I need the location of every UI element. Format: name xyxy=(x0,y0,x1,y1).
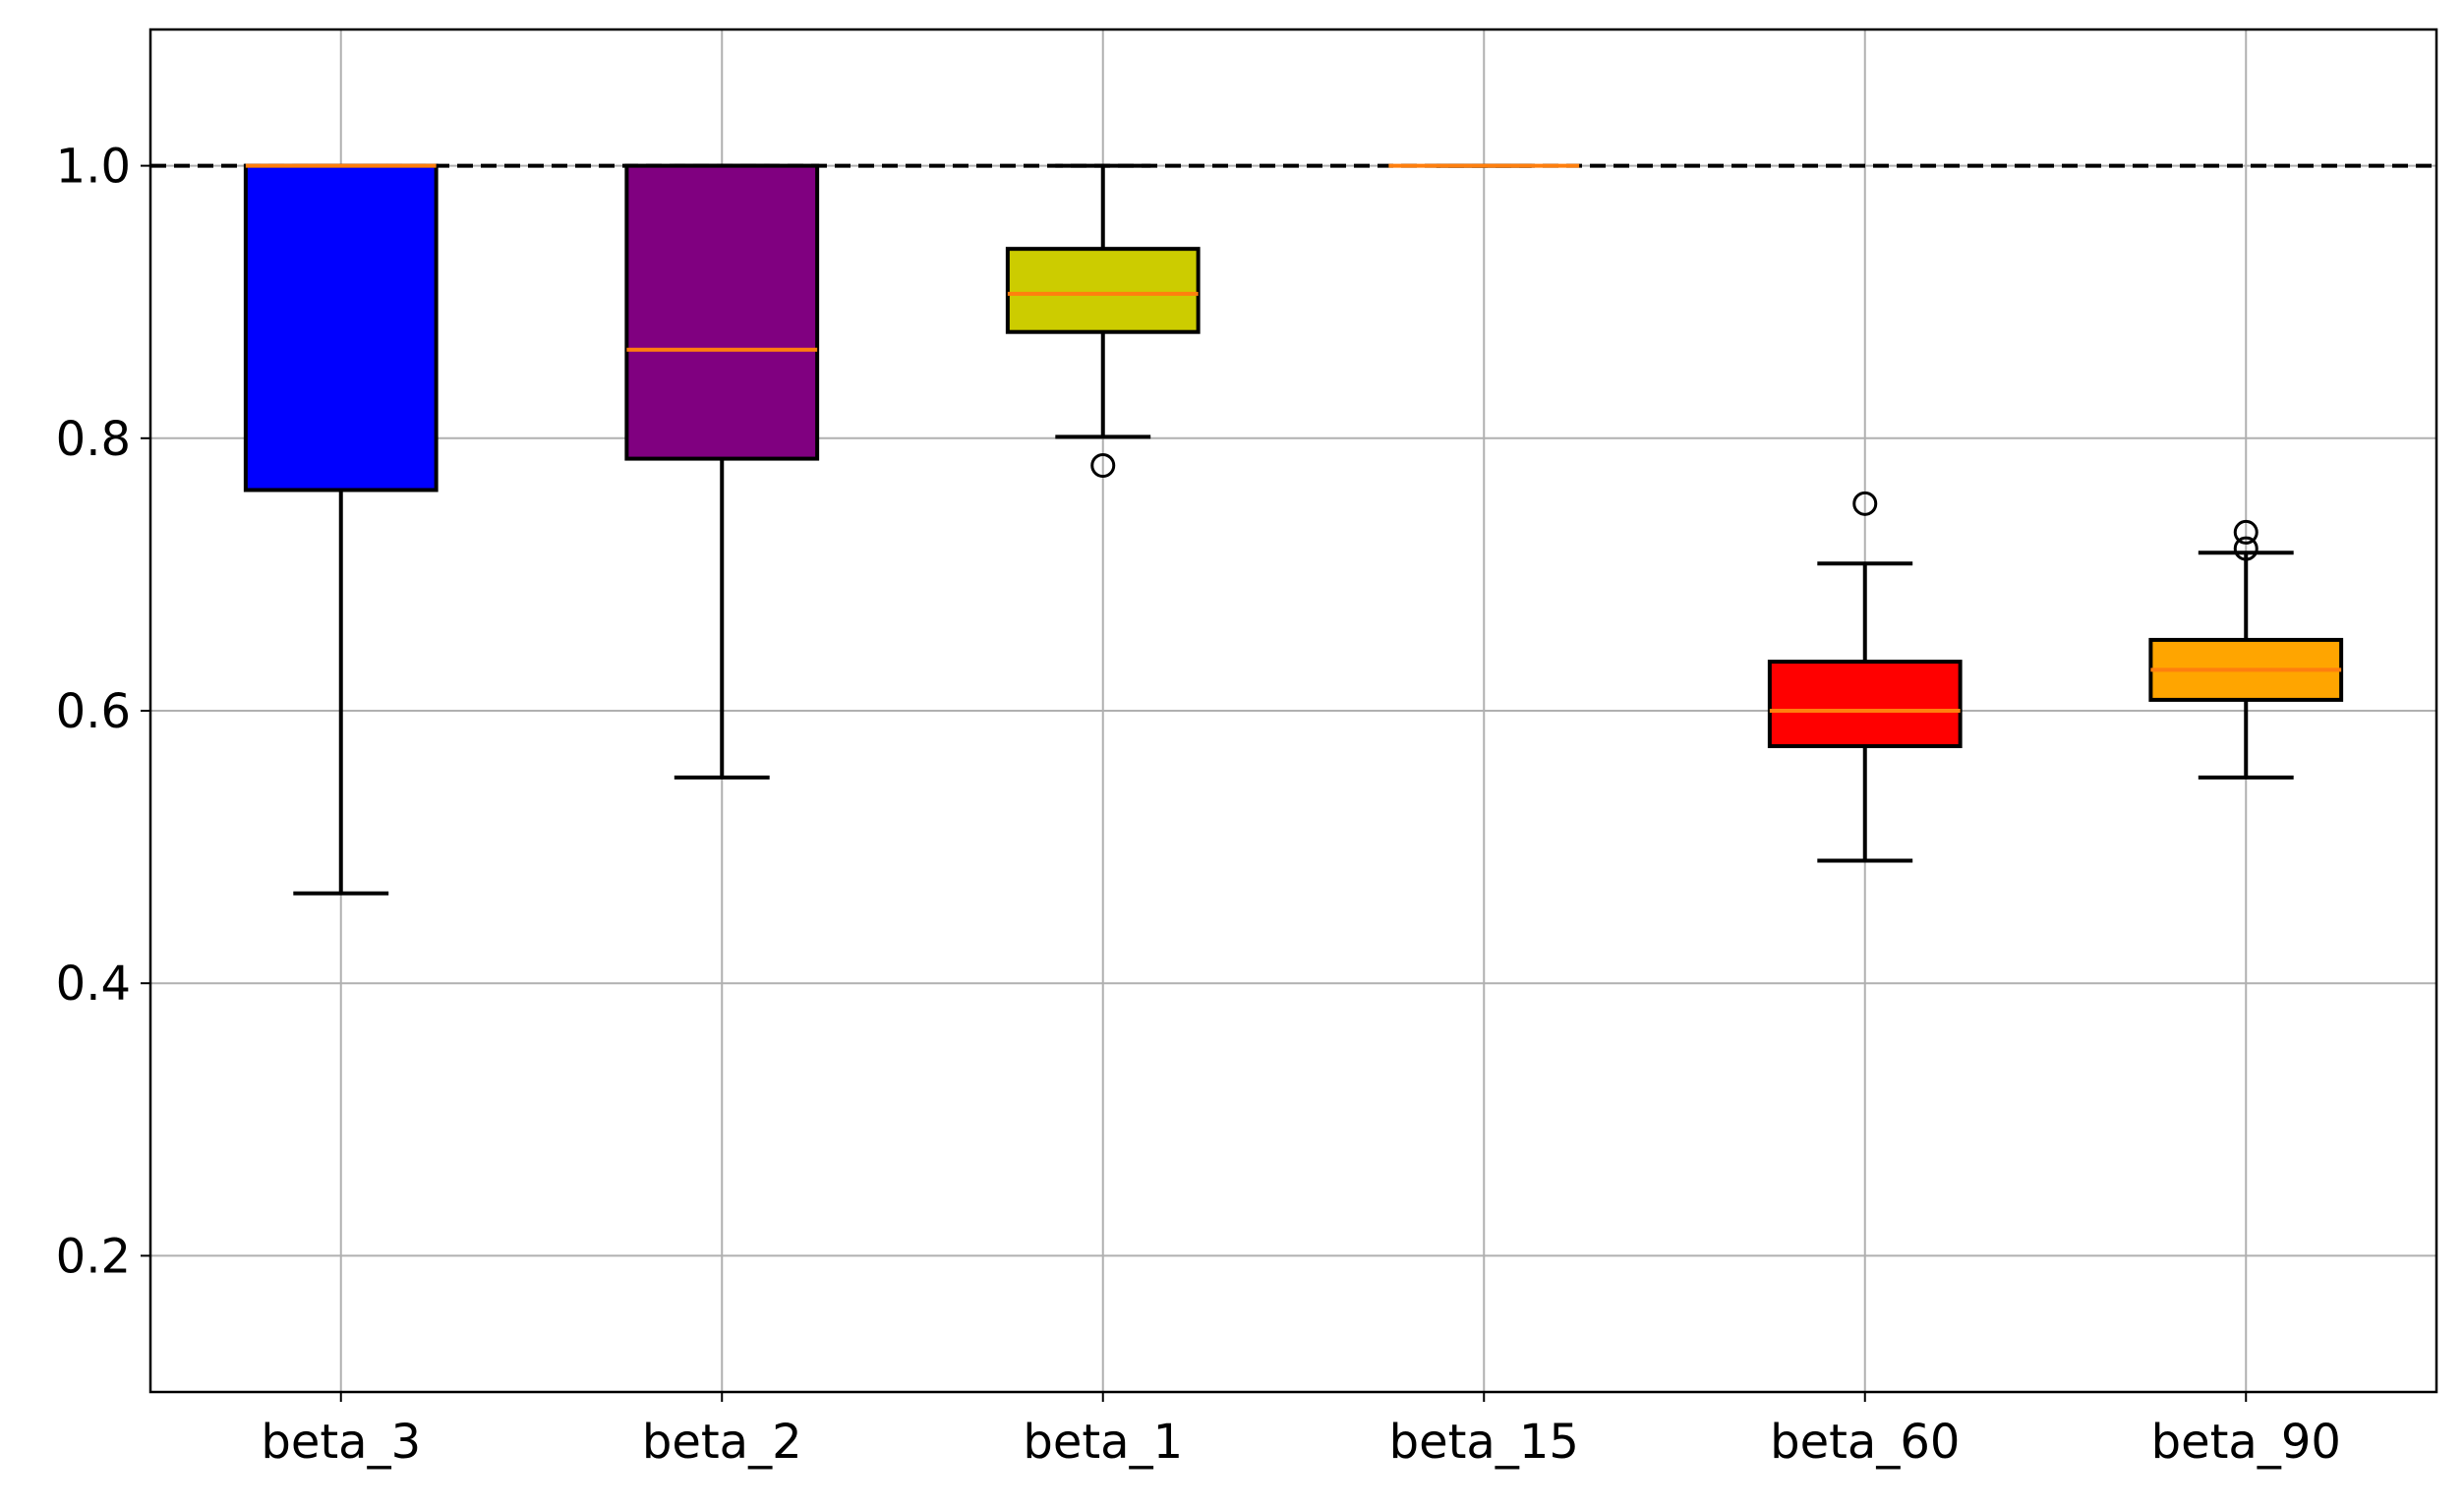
x-tick-label: beta_1 xyxy=(1023,1415,1183,1470)
boxes-group xyxy=(243,163,2344,896)
x-tick-label: beta_15 xyxy=(1389,1415,1579,1470)
x-tick-label: beta_90 xyxy=(2151,1415,2341,1470)
box-beta-2 xyxy=(624,163,820,780)
box-body xyxy=(1767,660,1963,749)
box-body xyxy=(1005,247,1201,334)
box-beta-3 xyxy=(243,163,439,896)
y-tick-label: 0.6 xyxy=(56,684,131,739)
outlier-point xyxy=(2233,536,2259,561)
outlier-point xyxy=(1852,491,1878,516)
box-beta-60 xyxy=(1767,491,1963,863)
box-body xyxy=(624,163,820,461)
box-body xyxy=(243,163,439,493)
outlier-point xyxy=(2233,519,2259,545)
box-beta-90 xyxy=(2148,519,2344,780)
outlier-point xyxy=(1090,453,1116,479)
tick-labels-group: 0.2 0.4 0.6 0.8 1.0 beta_3 beta_2 beta_1 beta_15… xyxy=(56,140,2341,1470)
x-tick-label: beta_3 xyxy=(261,1415,421,1470)
x-tick-label: beta_2 xyxy=(642,1415,802,1470)
y-tick-label: 0.8 xyxy=(56,412,131,467)
y-tick-label: 0.2 xyxy=(56,1229,131,1284)
y-tick-label: 1.0 xyxy=(56,140,131,195)
y-tick-label: 0.4 xyxy=(56,957,131,1012)
box-beta-1 xyxy=(1005,163,1201,479)
x-tick-label: beta_60 xyxy=(1770,1415,1960,1470)
